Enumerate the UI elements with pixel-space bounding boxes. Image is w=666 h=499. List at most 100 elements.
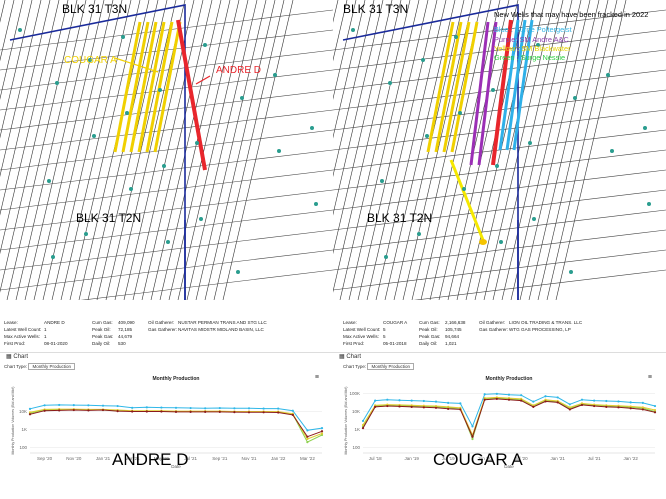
- well-dot: [499, 240, 503, 244]
- chart-type-select[interactable]: Monthly Production: [367, 363, 414, 370]
- data-point: [87, 404, 90, 407]
- well-dot: [421, 58, 425, 62]
- lease-line: [168, 0, 240, 300]
- lease-line: [141, 0, 213, 300]
- well-dot: [536, 43, 540, 47]
- well-dot: [166, 240, 170, 244]
- lease-line: [195, 0, 267, 300]
- chart-tab[interactable]: ▦ Chart: [333, 352, 666, 363]
- data-point: [617, 400, 620, 403]
- lease-line: [384, 0, 456, 300]
- chart-type-select[interactable]: Monthly Production: [28, 363, 75, 370]
- data-point: [386, 404, 389, 408]
- data-point: [653, 408, 657, 412]
- well-dot: [236, 270, 240, 274]
- peak-oil-label: Peak Oil:: [419, 327, 438, 332]
- data-point: [447, 401, 450, 404]
- chart-title: Monthly Production: [153, 376, 200, 382]
- oil-gatherer-label: Oil Gatherer:: [148, 320, 175, 325]
- y-tick-label: 10K: [352, 409, 360, 414]
- data-point: [580, 398, 584, 401]
- data-point: [593, 399, 596, 402]
- survey-line: [333, 129, 666, 171]
- data-point: [131, 410, 134, 413]
- legend-item-blue: Blue : Surge Poltergeist: [494, 25, 572, 35]
- data-point: [629, 401, 632, 404]
- production-chart-andre: 10K 1K 100 Monthly Production Monthly Produc…: [11, 376, 324, 469]
- x-tick-label: Jul '20: [515, 456, 528, 461]
- x-tick-label: Jan '20: [477, 456, 492, 461]
- chart-title: Monthly Production: [486, 376, 533, 382]
- survey-line: [333, 209, 666, 251]
- well-dot: [384, 255, 388, 259]
- survey-line: [0, 89, 333, 131]
- peak-gas-value: 94,664: [445, 334, 460, 339]
- blackwater-wellbore: [434, 21, 463, 153]
- data-point: [28, 411, 32, 414]
- data-point: [434, 404, 438, 408]
- data-point: [653, 404, 657, 408]
- y-tick-label: 10K: [19, 409, 27, 414]
- cougar-pointer: [114, 57, 159, 73]
- max-active-value: 1: [44, 334, 47, 339]
- x-tick-label: Jan '22: [623, 456, 638, 461]
- well-dot: [129, 187, 133, 191]
- data-point: [101, 404, 105, 407]
- chart-menu-icon[interactable]: ≡: [647, 374, 652, 381]
- data-point: [233, 407, 236, 410]
- x-tick-label: Mar '22: [300, 456, 315, 461]
- lease-line: [159, 0, 231, 300]
- andre-ac-wellbore: [469, 21, 490, 166]
- y-tick-label: 1K: [21, 427, 27, 432]
- andre-d-wellbore: [491, 19, 513, 166]
- survey-line: [413, 269, 666, 300]
- series-line: [29, 409, 323, 443]
- chart-menu-icon[interactable]: ≡: [314, 374, 319, 381]
- well-dot: [458, 111, 462, 115]
- data-point: [361, 419, 365, 423]
- data-point: [520, 394, 523, 397]
- lease-info: Lease: COUGAR A Latest Well Count: 5 Max…: [333, 318, 666, 358]
- map-left[interactable]: BLK 31 T3N BLK 31 T2N COUGAR A ANDRE D: [0, 0, 333, 300]
- well-dot: [491, 88, 495, 92]
- data-point: [507, 397, 511, 400]
- map-left-canvas[interactable]: [0, 0, 333, 300]
- lease-line: [0, 0, 60, 255]
- data-point: [447, 405, 450, 408]
- lease-line: [474, 0, 546, 300]
- lease-line: [339, 0, 411, 300]
- well-dot: [314, 202, 318, 206]
- peak-oil-value: 105,745: [445, 327, 462, 332]
- lease-line: [402, 0, 474, 300]
- data-point: [218, 410, 221, 413]
- lease-line: [357, 0, 429, 300]
- survey-line: [0, 189, 333, 231]
- survey-line: [0, 249, 333, 291]
- cougar-wellbore: [121, 21, 150, 153]
- data-point: [495, 397, 498, 400]
- andre-wellbore: [176, 19, 207, 171]
- well-dot: [195, 141, 199, 145]
- lease-line: [0, 0, 51, 216]
- lease-line: [0, 0, 33, 139]
- data-point: [593, 404, 596, 408]
- lease-line: [333, 0, 366, 139]
- lease-value: COUGAR A: [383, 320, 408, 325]
- data-point: [507, 398, 511, 401]
- chart-tab[interactable]: ▦ Chart: [0, 352, 333, 363]
- data-point: [556, 396, 559, 399]
- data-point: [262, 407, 265, 410]
- data-point: [410, 405, 413, 408]
- well-dot: [425, 134, 429, 138]
- lease-line: [0, 0, 42, 178]
- cougar-wellbore: [129, 21, 158, 153]
- lease-label: Lease:: [4, 320, 18, 325]
- map-right[interactable]: BLK 31 T3N BLK 31 T2N: [333, 0, 666, 300]
- well-dot: [125, 111, 129, 115]
- well-dot: [380, 179, 384, 183]
- map-label-blk31-t3n: BLK 31 T3N: [62, 2, 128, 16]
- poltergeist-wellbore: [512, 19, 534, 151]
- map-right-canvas[interactable]: [333, 0, 666, 300]
- data-point: [422, 406, 425, 409]
- chart-type-label: Chart Type:: [343, 364, 367, 369]
